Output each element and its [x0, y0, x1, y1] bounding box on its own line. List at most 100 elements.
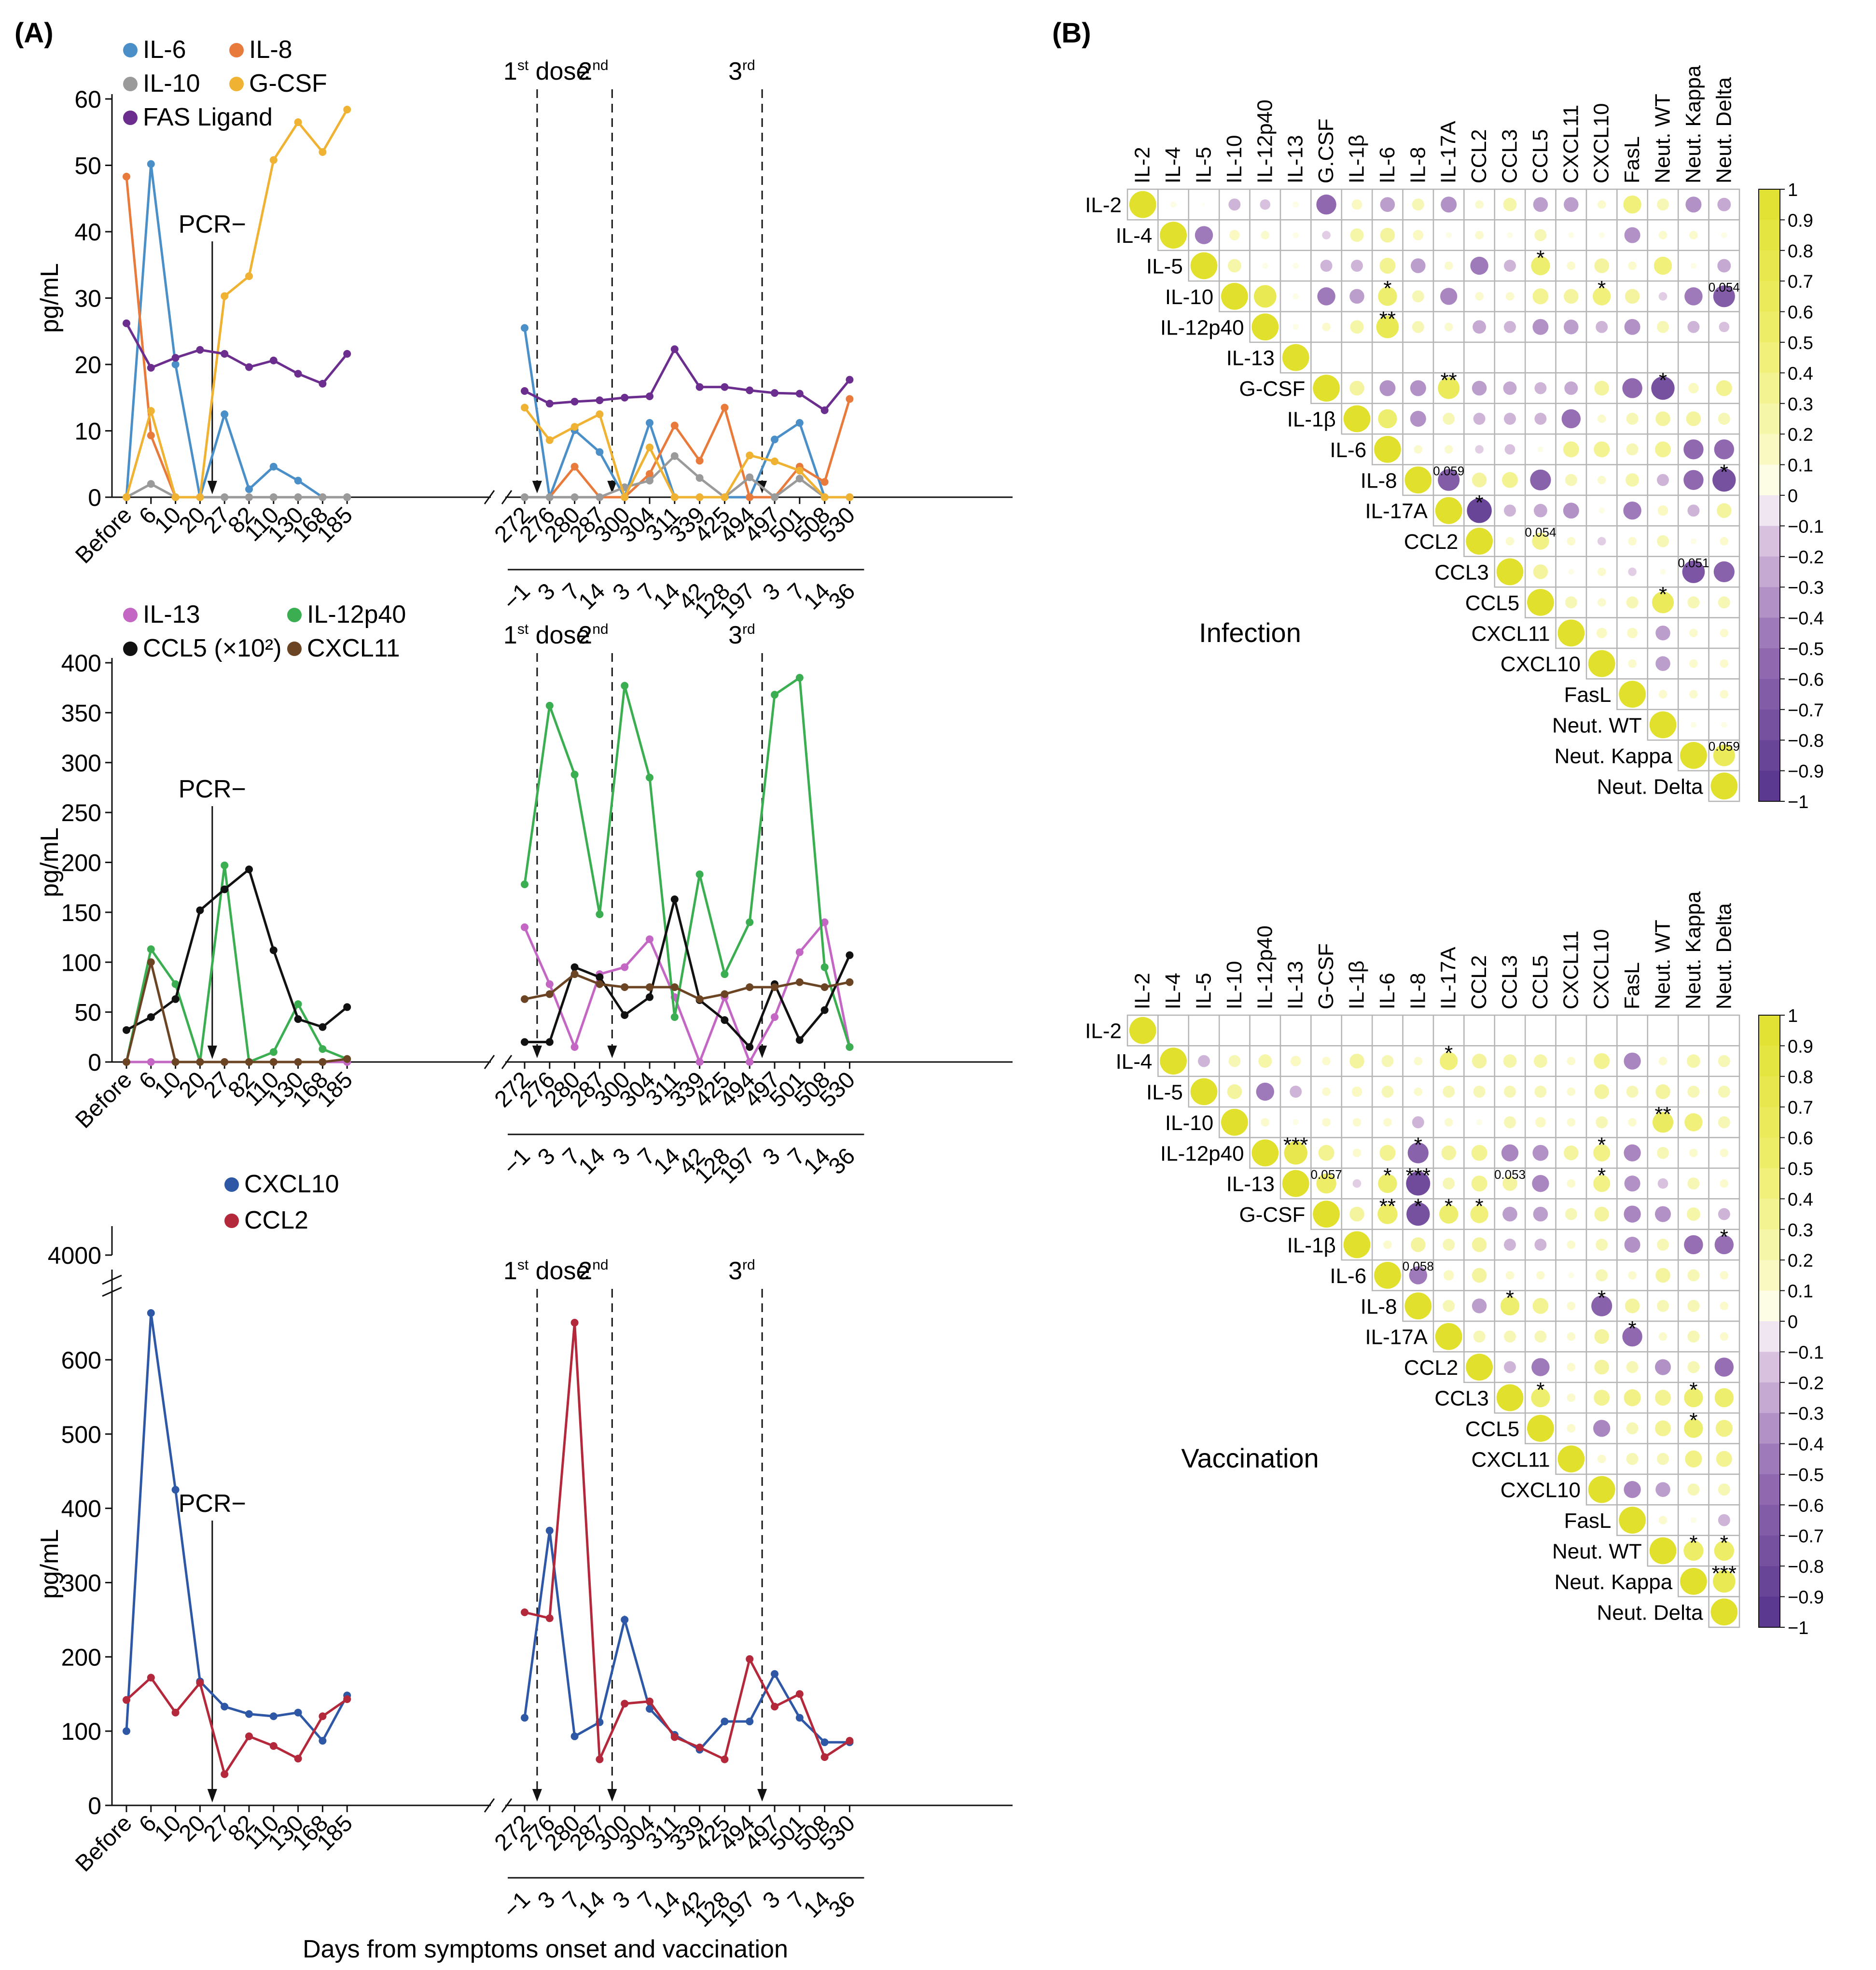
matrix-title: Infection	[1199, 617, 1301, 648]
legend-marker	[287, 608, 302, 622]
correlation-dot	[1501, 472, 1518, 488]
correlation-dot	[1443, 1270, 1454, 1281]
y-tick-label: 0	[88, 1049, 101, 1076]
data-point	[746, 1058, 754, 1066]
colorbar-segment	[1759, 1474, 1780, 1505]
data-point	[269, 1742, 278, 1750]
correlation-dot	[1683, 470, 1704, 490]
correlation-dot	[1567, 1363, 1576, 1371]
correlation-dot	[1534, 1086, 1547, 1098]
correlation-dot	[1662, 1029, 1664, 1032]
correlation-dot	[1623, 195, 1641, 214]
row-label: IL-10	[1165, 285, 1213, 309]
colorbar-segment	[1759, 342, 1780, 373]
correlation-dot	[1290, 1056, 1301, 1066]
data-point	[596, 910, 604, 919]
data-point	[846, 1737, 854, 1745]
correlation-dot	[1441, 196, 1457, 213]
data-point	[196, 1058, 204, 1066]
data-point	[221, 292, 229, 300]
legend-marker	[123, 77, 138, 91]
correlation-dot	[1129, 1017, 1156, 1044]
correlation-dot	[1568, 1272, 1574, 1279]
correlation-dot	[1258, 1054, 1272, 1068]
data-point	[269, 356, 278, 364]
data-point	[646, 983, 653, 991]
data-point	[695, 493, 704, 501]
correlation-dot	[1445, 232, 1452, 238]
pcr-arrow-head	[207, 1046, 217, 1059]
row-label: CXCL11	[1472, 622, 1550, 645]
correlation-dot	[1251, 1139, 1279, 1167]
data-point	[294, 118, 302, 126]
correlation-dot	[1233, 1029, 1236, 1032]
column-label: Neut. Delta	[1712, 77, 1736, 183]
data-point	[294, 1755, 302, 1763]
data-point	[545, 701, 554, 710]
dose-day-label: 14	[574, 1143, 610, 1179]
column-label: IL-8	[1406, 147, 1430, 183]
correlation-dot	[1261, 1118, 1270, 1127]
correlation-dot	[1720, 1271, 1729, 1280]
correlation-dot	[1438, 377, 1460, 399]
dose-label: 1st dose	[503, 57, 590, 85]
colorbar-segment	[1759, 250, 1780, 281]
data-point	[319, 1058, 327, 1066]
correlation-dot	[1619, 681, 1646, 708]
data-point	[545, 400, 554, 408]
correlation-matrix-infection: IL-2 IL-4 IL-5 IL-10 IL-12p40 IL-13 G.CSF IL-1β…	[1085, 65, 1824, 812]
correlation-dot	[1537, 446, 1544, 453]
correlation-dot	[1600, 356, 1603, 359]
correlation-dot	[1502, 1176, 1517, 1191]
correlation-dot	[1720, 1332, 1729, 1341]
legend-label: CXCL11	[307, 634, 400, 662]
legend-label: IL-6	[143, 36, 186, 64]
correlation-dot	[1684, 287, 1703, 306]
correlation-dot	[1378, 287, 1397, 306]
series-line-CXCL10	[125, 1313, 348, 1743]
data-point	[721, 1755, 729, 1763]
correlation-dot	[1504, 1361, 1516, 1373]
data-point	[820, 983, 829, 991]
correlation-dot	[1412, 290, 1424, 303]
correlation-dot	[1657, 321, 1669, 333]
correlation-dot	[1567, 1301, 1576, 1311]
y-axis-label: pg/mL	[36, 263, 64, 333]
correlation-dot	[1690, 722, 1697, 728]
matrix-cell	[1708, 1504, 1740, 1537]
data-point	[721, 990, 729, 998]
data-point	[171, 1708, 180, 1717]
correlation-dot	[1596, 1116, 1608, 1129]
dose-arrow	[607, 481, 617, 493]
y-tick-label: 4000	[48, 1242, 101, 1269]
series-line-CXCL11	[524, 973, 850, 1001]
correlation-dot	[1689, 659, 1698, 668]
row-label: Neut. WT	[1552, 714, 1642, 738]
data-point	[245, 1710, 253, 1718]
data-point	[846, 978, 854, 986]
correlation-dot	[1624, 1481, 1641, 1498]
correlation-dot	[1657, 198, 1669, 211]
correlation-dot	[1689, 231, 1698, 239]
data-point	[570, 1319, 579, 1327]
correlation-dot	[1504, 260, 1516, 272]
colorbar-segment	[1759, 648, 1780, 679]
colorbar-segment	[1759, 1260, 1780, 1291]
data-point	[545, 1526, 554, 1535]
data-point	[771, 457, 778, 465]
matrix-cell	[1708, 1137, 1740, 1169]
correlation-dot	[1343, 405, 1371, 433]
correlation-dot	[1651, 376, 1675, 400]
colorbar-tick-label: 0.2	[1788, 425, 1813, 445]
series-line-IL-10	[125, 482, 347, 499]
colorbar-tick-label: 0.3	[1788, 394, 1813, 415]
correlation-dot	[1377, 1204, 1398, 1224]
significance-mark: *	[1536, 1378, 1544, 1402]
correlation-dot	[1352, 1179, 1362, 1188]
column-label: IL-13	[1284, 961, 1307, 1009]
correlation-dot	[1443, 1177, 1455, 1190]
significance-mark: *	[1445, 1194, 1453, 1218]
correlation-dot	[1655, 1482, 1670, 1497]
correlation-dot	[1532, 1298, 1549, 1314]
dose-day-label: 3	[533, 1886, 560, 1914]
